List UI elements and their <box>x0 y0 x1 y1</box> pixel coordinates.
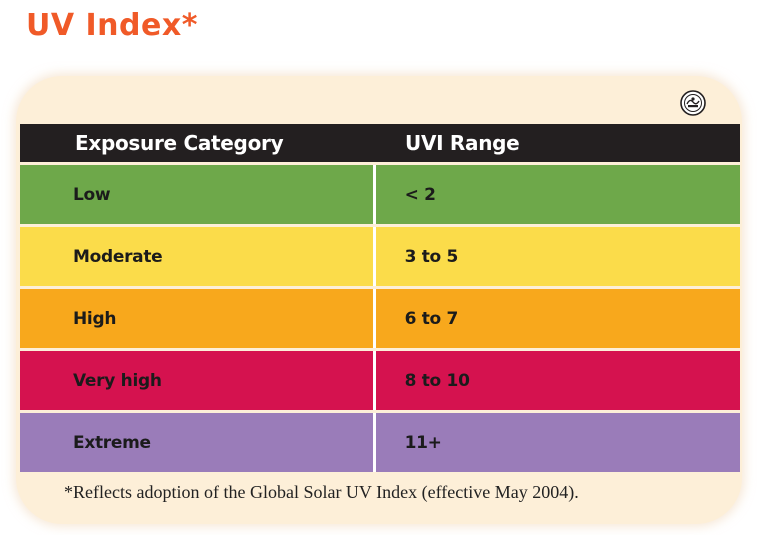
header-exposure-category: Exposure Category <box>75 131 284 155</box>
range-cell: 6 to 7 <box>375 289 740 348</box>
category-cell: High <box>20 289 373 348</box>
category-cell: Extreme <box>20 413 373 472</box>
table-row-extreme: Extreme 11+ <box>20 413 740 472</box>
category-cell: Very high <box>20 351 373 410</box>
footnote: *Reflects adoption of the Global Solar U… <box>64 482 579 502</box>
header-uvi-range: UVI Range <box>405 131 520 155</box>
page-title: UV Index* <box>26 8 198 43</box>
table-header: Exposure Category UVI Range <box>20 124 740 162</box>
category-cell: Moderate <box>20 227 373 286</box>
range-cell: 3 to 5 <box>375 227 740 286</box>
category-cell: Low <box>20 165 373 224</box>
uv-index-table: Exposure Category UVI Range Low < 2 Mode… <box>20 124 740 472</box>
range-cell: 11+ <box>375 413 740 472</box>
table-row-low: Low < 2 <box>20 165 740 224</box>
table-row-high: High 6 to 7 <box>20 289 740 348</box>
table-row-moderate: Moderate 3 to 5 <box>20 227 740 286</box>
range-cell: < 2 <box>375 165 740 224</box>
epa-seal-icon <box>680 90 706 116</box>
table-row-very-high: Very high 8 to 10 <box>20 351 740 410</box>
range-cell: 8 to 10 <box>375 351 740 410</box>
